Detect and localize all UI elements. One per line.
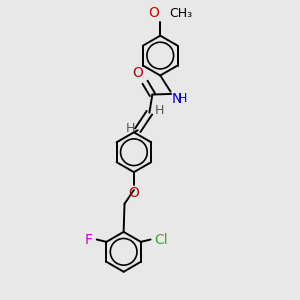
Text: H: H — [178, 92, 187, 106]
Text: F: F — [85, 232, 93, 247]
Text: H: H — [126, 122, 135, 135]
Text: Cl: Cl — [155, 232, 168, 247]
Text: O: O — [128, 187, 139, 200]
Text: H: H — [155, 104, 164, 117]
Text: CH₃: CH₃ — [169, 7, 192, 20]
Text: N: N — [171, 92, 182, 106]
Text: O: O — [148, 6, 159, 20]
Text: O: O — [133, 67, 144, 80]
